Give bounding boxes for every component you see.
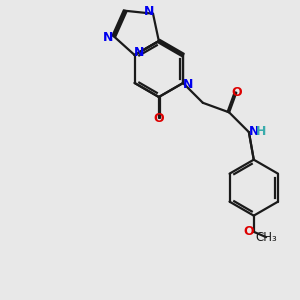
Text: O: O [231, 86, 242, 99]
Text: N: N [249, 125, 260, 138]
Text: O: O [154, 112, 164, 125]
Text: O: O [243, 225, 254, 238]
Text: CH₃: CH₃ [255, 231, 277, 244]
Text: N: N [134, 46, 144, 59]
Text: N: N [103, 31, 114, 44]
Text: H: H [256, 125, 266, 138]
Text: N: N [183, 78, 194, 91]
Text: N: N [143, 5, 154, 18]
